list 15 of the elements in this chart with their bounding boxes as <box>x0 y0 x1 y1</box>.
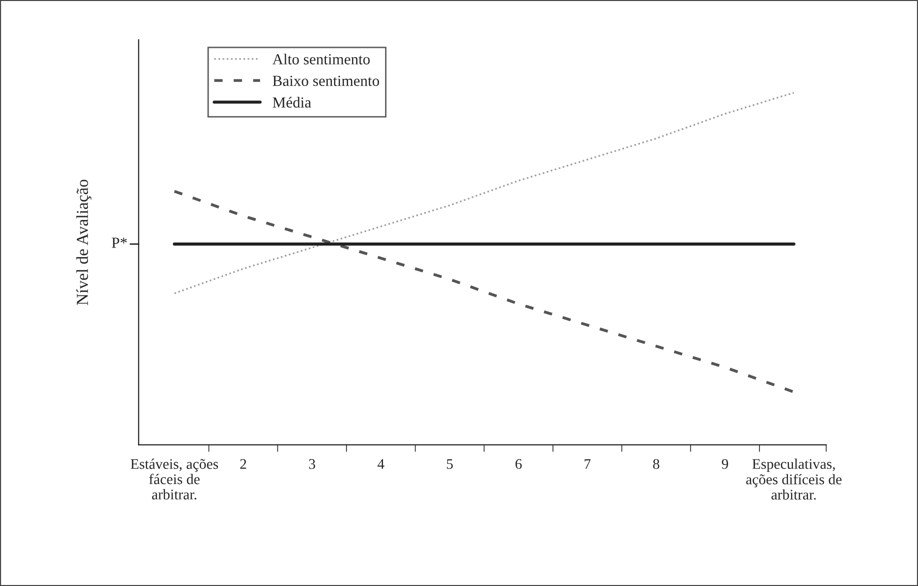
x-tick-label: 6 <box>516 459 522 469</box>
x-tick-label: 7 <box>584 459 591 469</box>
legend-label: Baixo sentimento <box>272 76 380 86</box>
x-tick-label: 9 <box>722 459 728 469</box>
x-tick-label: 4 <box>378 459 384 469</box>
text: P* <box>112 238 127 248</box>
y-axis-title: Nível de Avaliação <box>76 180 92 306</box>
x-tick-label: 2 <box>240 459 246 469</box>
legend-label: Alto sentimento <box>272 54 370 64</box>
x-tick-label: Especulativas, ações difíceis de arbitrar. <box>746 458 842 500</box>
x-tick-label: 8 <box>653 459 660 469</box>
x-tick-label: 5 <box>446 459 453 469</box>
x-tick-label: Estáveis, ações fáceis de arbitrar. <box>130 458 218 500</box>
x-tick-label: 3 <box>309 459 316 469</box>
legend-label: Média <box>272 96 312 108</box>
